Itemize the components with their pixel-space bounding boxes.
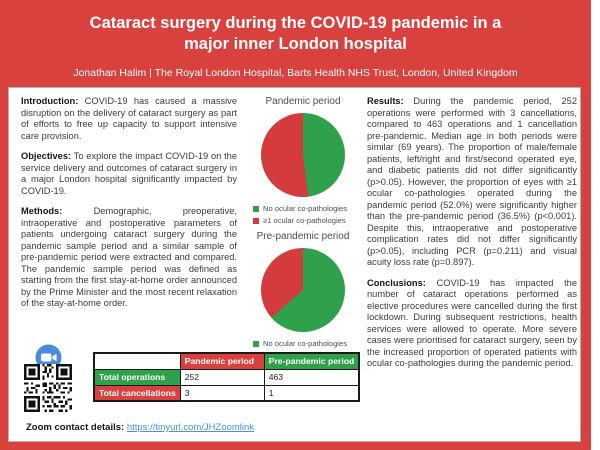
methods-text: Demographic, preoperative, intraoperativ…: [21, 206, 237, 309]
total-cancellations-pandemic: 3: [179, 384, 265, 402]
table-row: Total operations 252 463: [93, 368, 360, 386]
legend-item: ≥1 ocular co-pathologies: [253, 216, 367, 225]
poster-title: Cataract surgery during the COVID-19 pan…: [89, 14, 502, 54]
methods-paragraph: Methods: Demographic, preoperative, intr…: [21, 206, 237, 310]
red-swatch-icon: [253, 217, 259, 224]
table-row: Total cancellations 3 1: [93, 384, 360, 402]
poster-authors: Jonathan Halim | The Royal London Hospit…: [73, 66, 518, 79]
introduction-text: COVID-19 has caused a massive disruption…: [21, 96, 237, 141]
legend-label: No ocular co-pathologies: [263, 204, 348, 213]
legend-label: ≥1 ocular co-pathologies: [263, 216, 346, 225]
methods-label: Methods:: [21, 206, 63, 217]
objectives-text: To explore the impact COVID-19 on the se…: [21, 151, 237, 196]
pandemic-pie-legend: No ocular co-pathologies ≥1 ocular co-pa…: [253, 204, 367, 225]
poster-header: Cataract surgery during the COVID-19 pan…: [0, 0, 591, 79]
results-text: During the pandemic period, 252 operatio…: [367, 96, 577, 268]
introduction-paragraph: Introduction: COVID-19 has caused a mass…: [21, 96, 237, 142]
left-column: Introduction: COVID-19 has caused a mass…: [21, 96, 237, 319]
objectives-label: Objectives:: [21, 151, 72, 162]
zoom-contact-label: Zoom contact details:: [26, 422, 125, 433]
legend-item: No ocular co-pathologies: [253, 339, 367, 348]
row-label-total-operations: Total operations: [93, 368, 181, 386]
objectives-paragraph: Objectives: To explore the impact COVID-…: [21, 151, 237, 197]
legend-label: No ocular co-pathologies: [263, 339, 348, 348]
table-corner-cell: [93, 352, 181, 370]
zoom-contact-line: Zoom contact details: https://tinyurl.co…: [26, 422, 254, 433]
pandemic-pie-block: Pandemic period No ocular co-pathologies…: [239, 96, 367, 225]
total-operations-pre-pandemic: 463: [263, 368, 360, 386]
content-panel: Introduction: COVID-19 has caused a mass…: [8, 87, 581, 442]
qr-code: [24, 364, 72, 412]
table-header-row: Pandemic period Pre-pandemic period: [93, 352, 360, 370]
table-header-pandemic: Pandemic period: [179, 352, 265, 370]
green-swatch-icon: [253, 340, 259, 347]
green-swatch-icon: [253, 205, 259, 212]
conclusions-paragraph: Conclusions: COVID-19 has impacted the n…: [367, 278, 577, 370]
pre-pandemic-pie-chart: [261, 248, 345, 332]
row-label-total-cancellations: Total cancellations: [93, 384, 181, 402]
pandemic-pie-title: Pandemic period: [265, 96, 341, 107]
results-label: Results:: [367, 96, 404, 106]
results-paragraph: Results: During the pandemic period, 252…: [367, 96, 577, 269]
pandemic-pie-chart: [261, 113, 345, 197]
right-column: Results: During the pandemic period, 252…: [367, 96, 577, 379]
pre-pandemic-pie-title: Pre-pandemic period: [256, 231, 350, 242]
legend-item: No ocular co-pathologies: [253, 204, 367, 213]
operations-table: Pandemic period Pre-pandemic period Tota…: [93, 352, 361, 402]
total-operations-pandemic: 252: [179, 368, 265, 386]
pre-pandemic-pie-block: Pre-pandemic period No ocular co-patholo…: [239, 231, 367, 360]
total-cancellations-pre-pandemic: 1: [263, 384, 360, 402]
zoom-contact-link[interactable]: https://tinyurl.com/JHZoomlink: [126, 422, 255, 433]
middle-column: Pandemic period No ocular co-pathologies…: [239, 94, 367, 363]
introduction-label: Introduction:: [21, 96, 79, 106]
table-header-pre-pandemic: Pre-pandemic period: [263, 352, 360, 370]
conclusions-text: COVID-19 has impacted the number of cata…: [367, 277, 577, 369]
conclusions-label: Conclusions:: [367, 277, 426, 288]
